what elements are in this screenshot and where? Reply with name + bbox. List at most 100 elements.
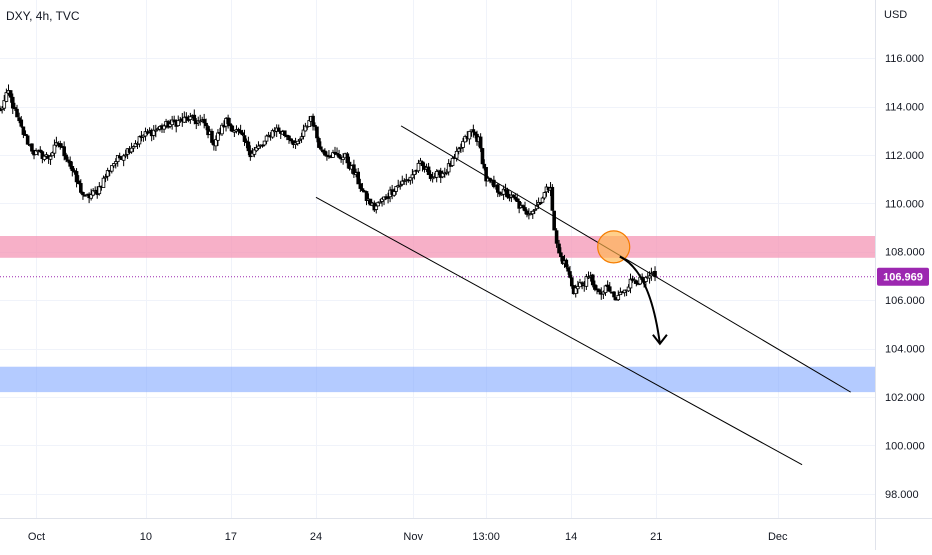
y-axis-ticks[interactable]: 116.000 114.000 112.000 110.000 108.000 106.0… [885,53,925,501]
candle[interactable] [456,146,461,155]
candle[interactable] [68,156,72,170]
candle[interactable] [603,284,608,296]
candle[interactable] [559,247,563,262]
candle[interactable] [64,152,68,163]
candle[interactable] [220,122,224,137]
candle[interactable] [307,116,312,127]
candle[interactable] [2,95,7,111]
candle[interactable] [532,209,537,214]
candle[interactable] [242,129,247,146]
candle[interactable] [446,159,451,176]
candle[interactable] [21,126,26,139]
candle[interactable] [335,147,339,157]
candle[interactable] [115,154,120,167]
candle[interactable] [30,143,34,155]
candle[interactable] [450,156,455,167]
arrow-annotation[interactable] [619,255,661,344]
candle[interactable] [420,160,425,172]
candle[interactable] [392,188,396,197]
candle[interactable] [482,159,487,171]
candle[interactable] [19,116,24,128]
candle[interactable] [471,124,476,138]
candle[interactable] [123,149,128,159]
candle[interactable] [8,90,13,103]
candle[interactable] [573,284,578,298]
candle[interactable] [303,122,308,132]
candle[interactable] [198,114,203,126]
candle[interactable] [540,196,545,203]
candlestick-series[interactable] [0,84,657,301]
candle[interactable] [538,202,543,205]
candle[interactable] [91,188,95,197]
candle[interactable] [634,279,639,287]
candle[interactable] [319,141,323,151]
candle[interactable] [299,132,304,143]
candle[interactable] [607,282,612,293]
candle[interactable] [282,130,287,138]
candle[interactable] [315,126,319,143]
candle[interactable] [626,284,631,292]
candle[interactable] [364,190,369,206]
candle[interactable] [289,138,293,144]
candle[interactable] [632,277,637,284]
candle[interactable] [525,209,529,218]
candle[interactable] [444,169,449,176]
candle[interactable] [374,204,379,214]
candle[interactable] [576,280,580,294]
candle[interactable] [17,112,21,124]
channel-lower-line[interactable] [315,196,803,466]
candle[interactable] [386,192,390,204]
candle[interactable] [484,167,488,187]
candle[interactable] [463,134,467,143]
candle[interactable] [210,128,214,145]
candle[interactable] [226,114,230,129]
candle[interactable] [89,188,93,201]
candle[interactable] [131,145,136,152]
candle[interactable] [34,148,38,156]
candle[interactable] [410,168,415,184]
candle[interactable] [214,135,218,151]
candle[interactable] [76,175,81,185]
candle[interactable] [416,159,421,173]
candle[interactable] [192,109,197,125]
candle[interactable] [204,118,208,131]
candle[interactable] [467,130,472,145]
candle[interactable] [523,201,527,215]
candle[interactable] [25,134,30,145]
candle[interactable] [408,176,413,185]
candle[interactable] [616,290,621,301]
candle[interactable] [145,128,150,136]
candle[interactable] [137,135,142,148]
candle[interactable] [501,185,506,201]
candle[interactable] [644,275,648,287]
candle[interactable] [578,278,582,288]
candle[interactable] [590,273,595,288]
candle[interactable] [50,151,55,157]
candle[interactable] [216,129,220,147]
candle[interactable] [461,137,465,153]
candle[interactable] [260,144,265,148]
candle[interactable] [497,191,502,197]
candle[interactable] [511,194,516,198]
candle[interactable] [79,179,83,195]
candle[interactable] [276,124,281,132]
candle[interactable] [252,146,257,158]
candle[interactable] [287,135,291,144]
candle[interactable] [176,115,181,127]
candle[interactable] [521,204,525,211]
candle[interactable] [133,140,138,147]
candle[interactable] [10,93,15,115]
candle[interactable] [480,147,485,165]
candle[interactable] [593,280,597,292]
candle[interactable] [97,182,102,196]
candle[interactable] [564,258,569,269]
candle[interactable] [250,147,255,157]
candle[interactable] [110,165,114,174]
candle[interactable] [612,291,616,301]
candle[interactable] [513,192,518,202]
candle[interactable] [70,161,75,177]
candle[interactable] [552,210,556,231]
candle[interactable] [428,170,433,182]
candle[interactable] [15,104,19,118]
